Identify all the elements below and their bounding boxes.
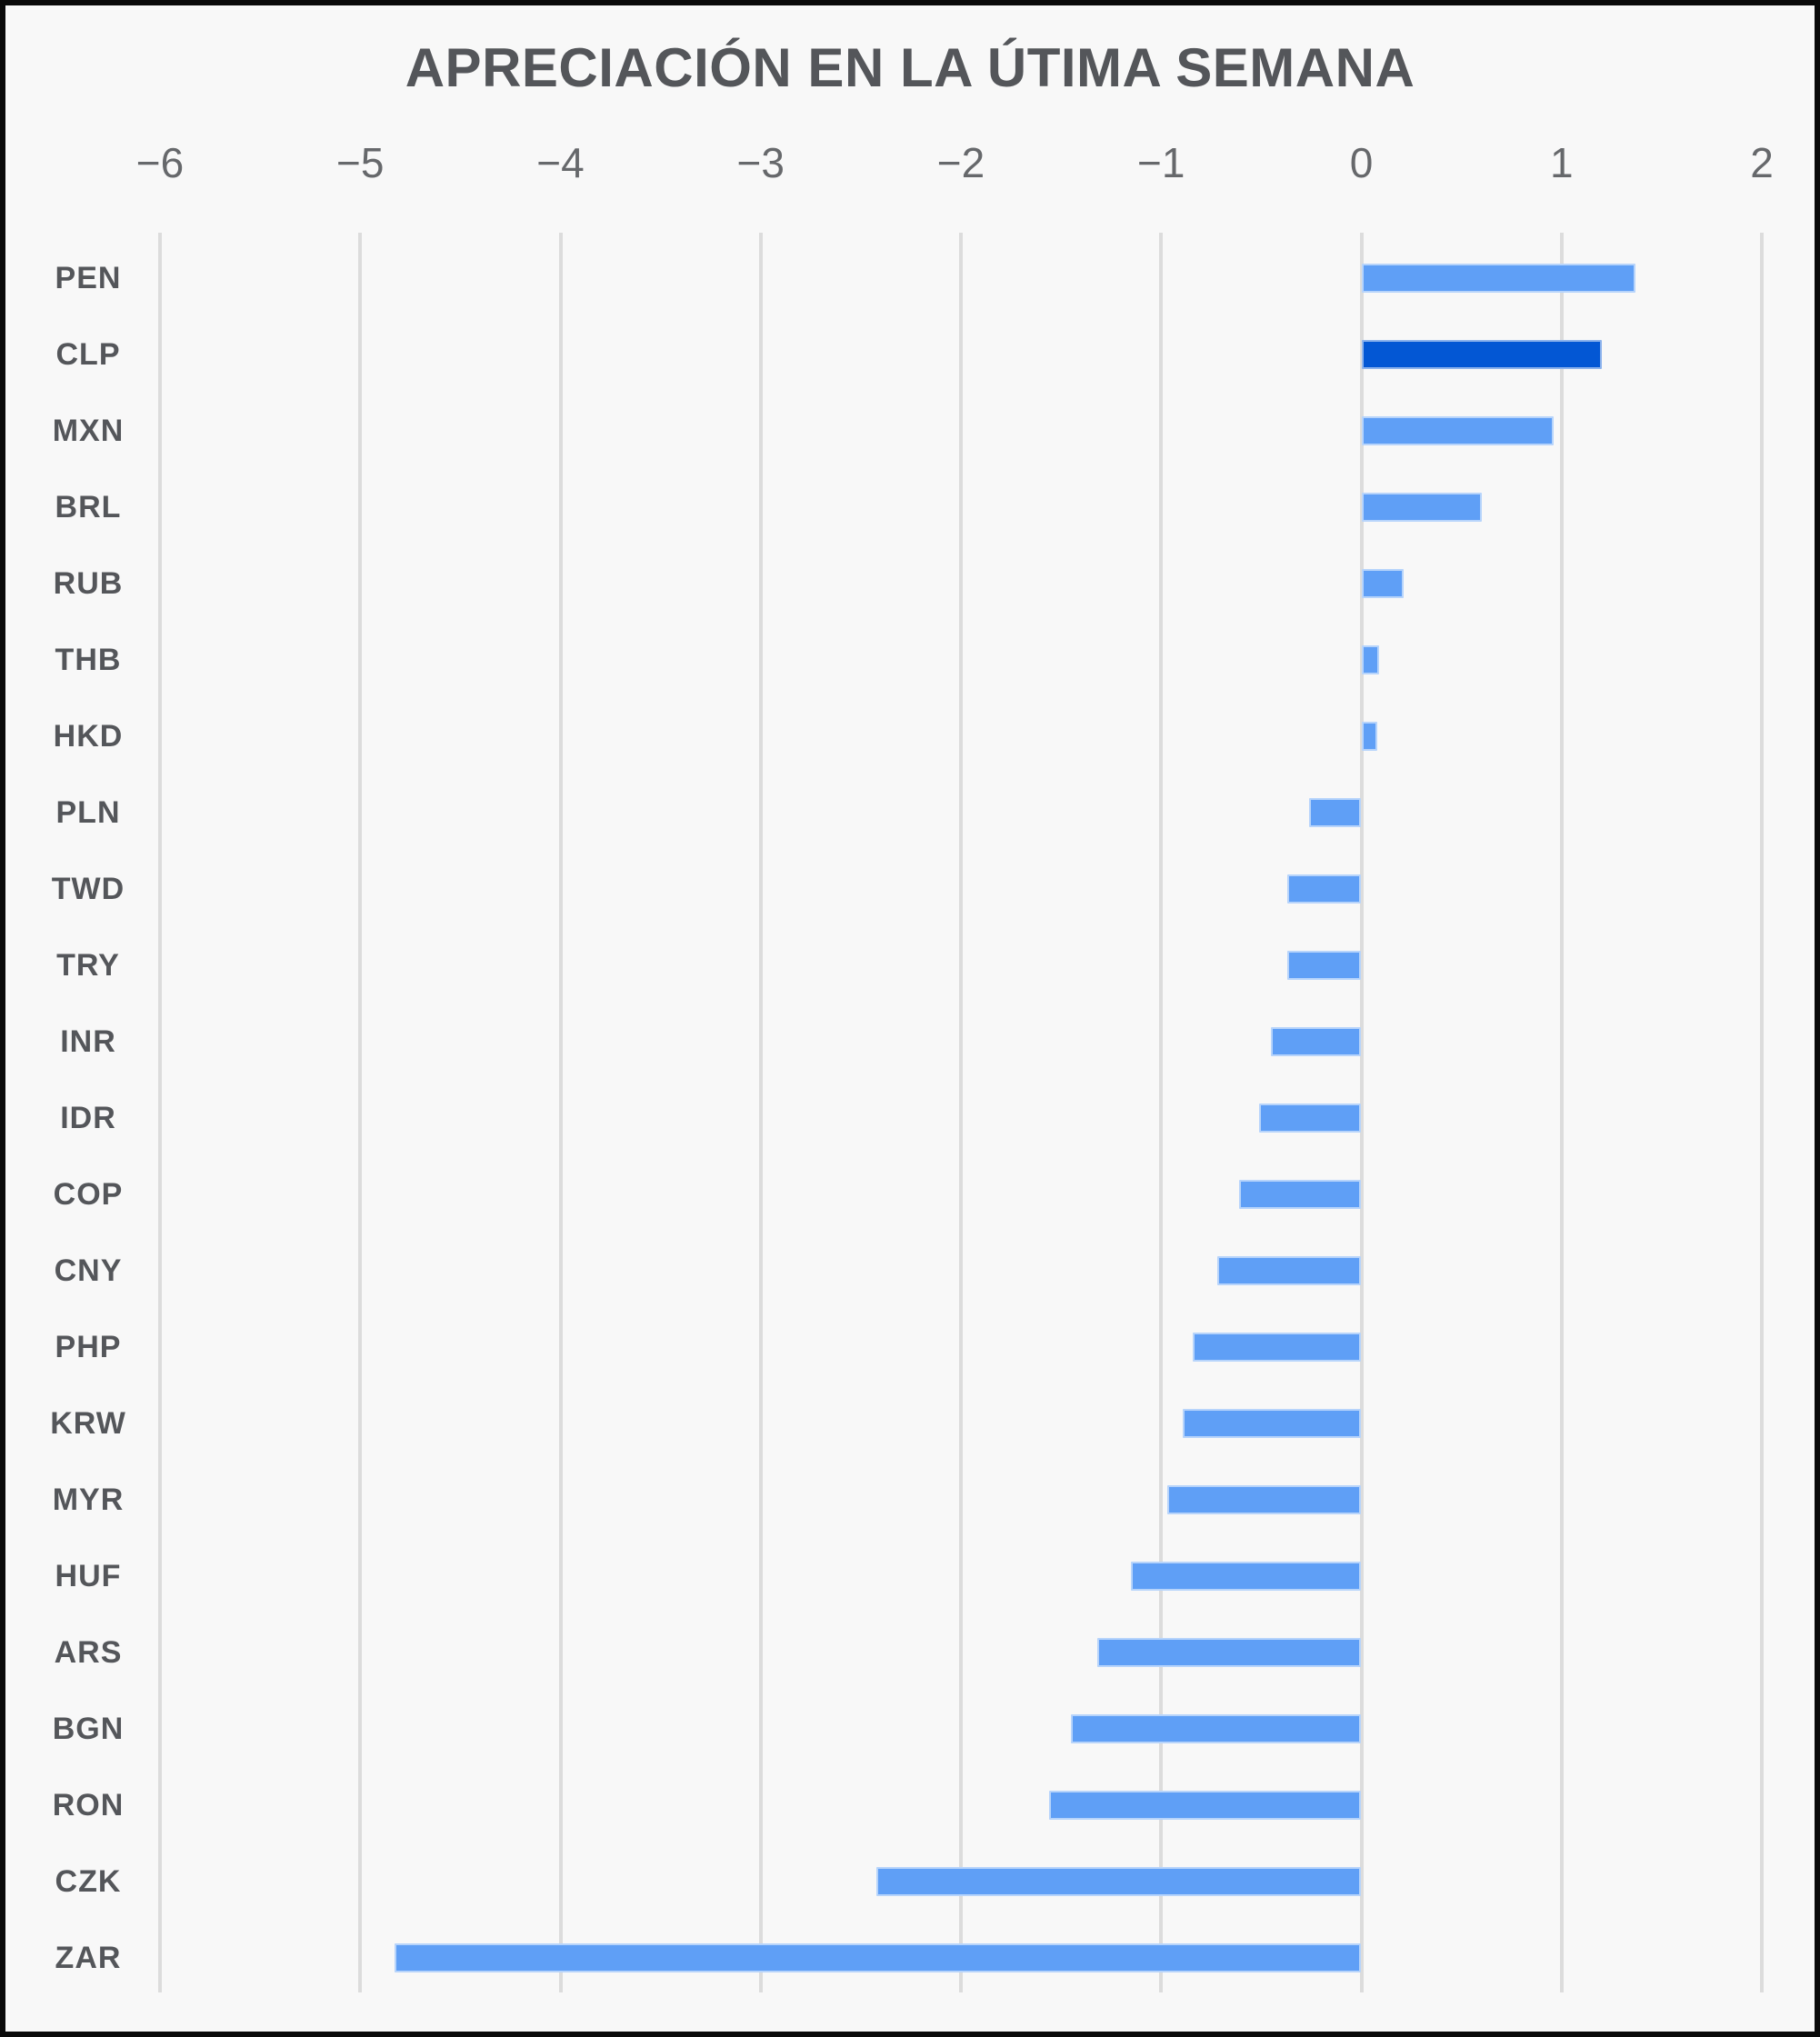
- bar-huf: [1131, 1562, 1362, 1591]
- bar-twd: [1287, 874, 1362, 904]
- category-label-pln: PLN: [55, 795, 121, 830]
- gridline: [959, 233, 963, 1992]
- category-label-inr: INR: [60, 1024, 116, 1059]
- gridline: [158, 233, 162, 1992]
- bar-clp: [1361, 340, 1602, 369]
- category-label-hkd: HKD: [53, 719, 124, 754]
- bar-try: [1287, 951, 1362, 980]
- bar-krw: [1183, 1409, 1362, 1438]
- gridline: [1559, 233, 1564, 1992]
- gridline: [758, 233, 763, 1992]
- bar-zar: [394, 1943, 1362, 1972]
- x-tick-label: −3: [736, 139, 785, 186]
- category-label-pen: PEN: [55, 261, 122, 295]
- x-tick-label: −4: [536, 139, 585, 186]
- category-label-brl: BRL: [55, 490, 122, 524]
- category-label-krw: KRW: [50, 1406, 126, 1441]
- category-label-idr: IDR: [60, 1101, 116, 1135]
- x-tick-label: 1: [1549, 139, 1574, 186]
- bar-ars: [1096, 1638, 1362, 1667]
- category-label-twd: TWD: [51, 872, 125, 906]
- bar-myr: [1166, 1485, 1362, 1514]
- category-label-php: PHP: [55, 1330, 122, 1364]
- gridline: [1159, 233, 1164, 1992]
- category-label-clp: CLP: [55, 337, 121, 372]
- gridline: [1359, 233, 1364, 1992]
- bar-hkd: [1361, 722, 1378, 751]
- bar-mxn: [1361, 416, 1554, 445]
- gridline: [358, 233, 363, 1992]
- category-label-ron: RON: [52, 1788, 125, 1822]
- category-label-try: TRY: [56, 948, 120, 983]
- category-label-mxn: MXN: [52, 414, 125, 448]
- x-tick-label: −1: [1137, 139, 1185, 186]
- category-label-rub: RUB: [53, 566, 124, 601]
- bar-cop: [1239, 1180, 1362, 1209]
- page-title: APRECIACIÓN EN LA ÚTIMA SEMANA: [405, 37, 1415, 98]
- category-label-zar: ZAR: [55, 1941, 122, 1975]
- bar-bgn: [1071, 1714, 1362, 1743]
- bar-inr: [1271, 1027, 1362, 1056]
- gridline: [1760, 233, 1764, 1992]
- gridline: [558, 233, 563, 1992]
- category-label-myr: MYR: [52, 1483, 125, 1517]
- category-label-bgn: BGN: [52, 1712, 125, 1746]
- x-tick-label: 2: [1750, 139, 1774, 186]
- category-label-thb: THB: [55, 643, 122, 677]
- category-label-huf: HUF: [55, 1559, 122, 1593]
- bar-rub: [1361, 569, 1404, 598]
- bar-cny: [1216, 1256, 1362, 1285]
- category-label-cop: COP: [53, 1177, 124, 1212]
- bar-pln: [1309, 798, 1362, 827]
- bar-pen: [1361, 264, 1636, 293]
- x-tick-label: 0: [1349, 139, 1374, 186]
- x-axis: −6 −5 −4 −3 −2 −1 0 1 2: [5, 138, 1815, 193]
- bar-php: [1193, 1333, 1362, 1362]
- category-label-czk: CZK: [55, 1864, 122, 1899]
- bar-thb: [1361, 645, 1380, 674]
- bar-idr: [1259, 1103, 1362, 1133]
- plot-area: PEN CLP MXN BRL RUB THB HKD PLN TWD TRY INR IDR COP C…: [5, 233, 1815, 1992]
- category-label-cny: CNY: [54, 1253, 123, 1288]
- bar-brl: [1361, 493, 1482, 522]
- x-tick-label: −6: [135, 139, 185, 186]
- category-label-ars: ARS: [54, 1635, 123, 1670]
- bar-czk: [876, 1867, 1362, 1896]
- x-tick-label: −5: [336, 139, 385, 186]
- x-tick-label: −2: [936, 139, 985, 186]
- bar-ron: [1048, 1791, 1362, 1820]
